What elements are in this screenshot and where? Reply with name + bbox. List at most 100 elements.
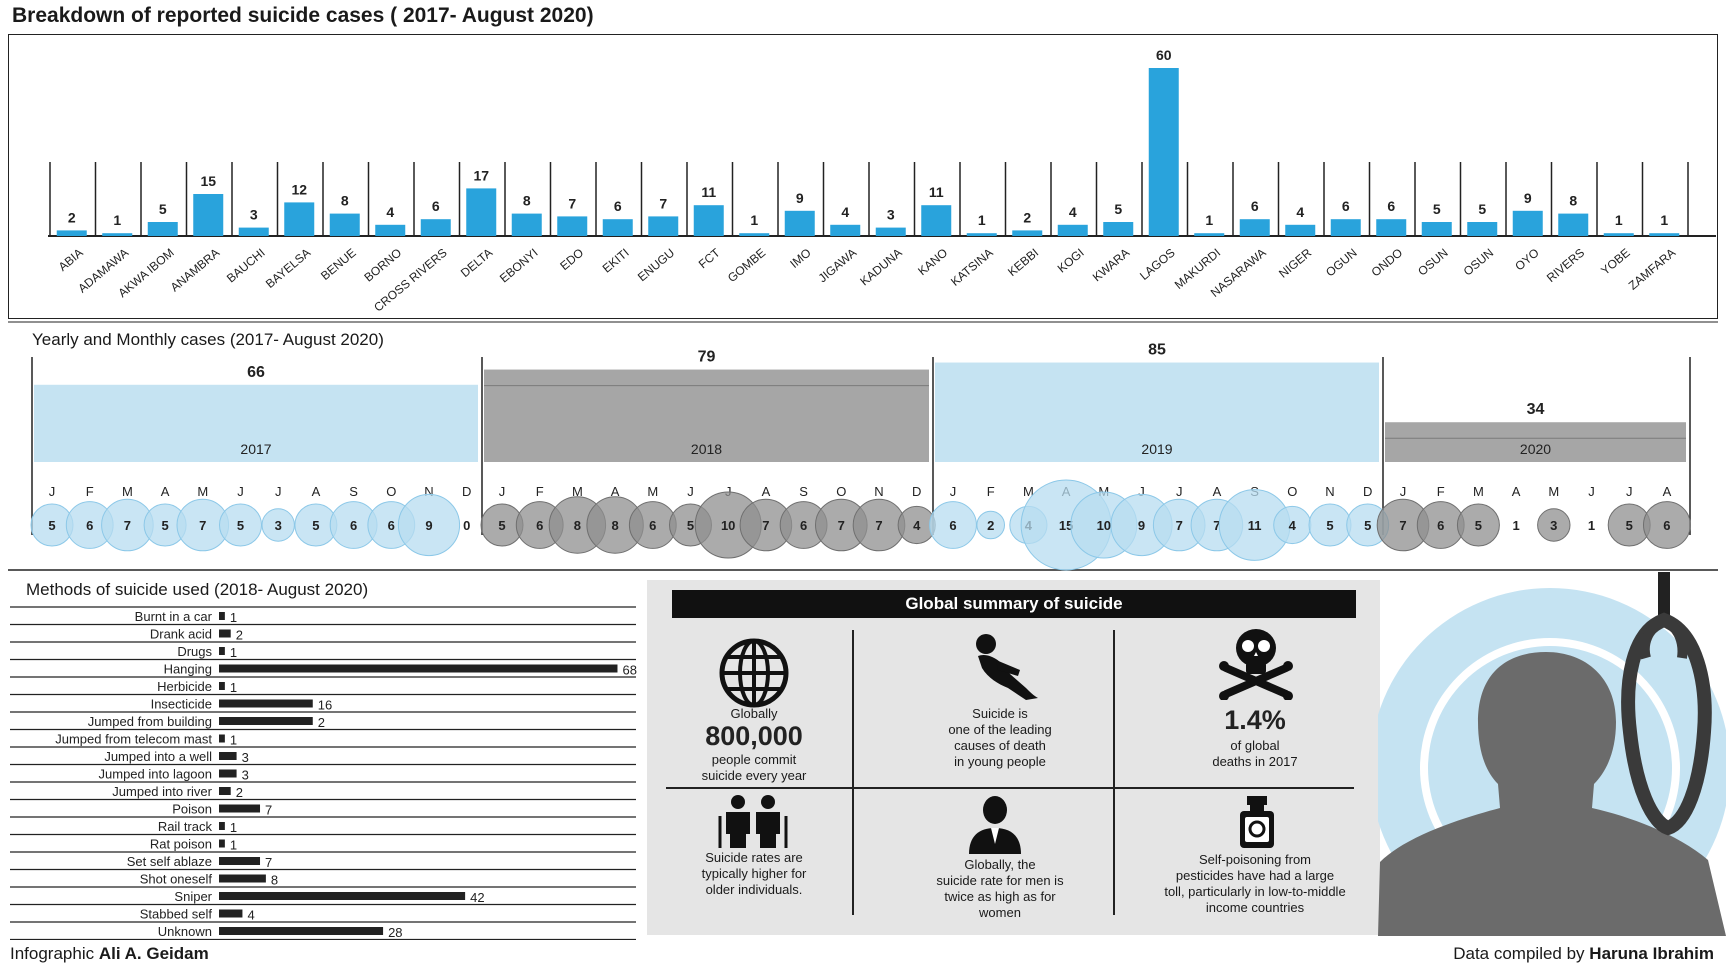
month-label: J	[49, 484, 56, 499]
month-value-label: 6	[350, 518, 357, 533]
month-label: A	[161, 484, 170, 499]
month-value-label: 6	[86, 518, 93, 533]
method-label: Drugs	[177, 644, 212, 659]
method-label: Jumped from building	[88, 714, 212, 729]
method-bar	[219, 787, 231, 795]
globe-icon	[716, 635, 792, 716]
bar-value-label: 4	[1296, 204, 1304, 220]
method-bar	[219, 839, 225, 848]
month-label: O	[386, 484, 396, 499]
panel-divider	[852, 630, 854, 915]
method-value-label: 42	[470, 890, 484, 905]
method-bar	[219, 927, 384, 935]
month-label: A	[1512, 484, 1521, 499]
method-value-label: 1	[230, 733, 237, 748]
bar-value-label: 3	[250, 207, 258, 223]
year-bar	[484, 369, 929, 462]
state-bar	[1603, 233, 1634, 236]
month-label: M	[1473, 484, 1484, 499]
method-bar	[219, 874, 266, 883]
month-value-label: 9	[1138, 518, 1145, 533]
bar-value-label: 4	[386, 204, 394, 220]
method-value-label: 2	[318, 715, 325, 730]
method-bar	[219, 647, 225, 655]
method-bar	[219, 734, 225, 743]
method-label: Jumped into river	[112, 784, 212, 799]
state-bar	[1330, 219, 1361, 236]
method-label: Herbicide	[157, 679, 212, 694]
state-bar	[739, 233, 770, 236]
bar-value-label: 3	[887, 207, 895, 223]
month-label: J	[687, 484, 694, 499]
month-label: A	[762, 484, 771, 499]
method-bar	[219, 682, 225, 690]
state-bar	[420, 219, 451, 236]
month-bubble	[976, 510, 1006, 540]
bar-value-label: 5	[159, 201, 167, 217]
month-value-label: 7	[875, 518, 882, 533]
method-bar	[219, 769, 237, 778]
bar-value-label: 4	[841, 204, 849, 220]
month-label: J	[1626, 484, 1633, 499]
state-bar	[1421, 222, 1452, 236]
method-value-label: 8	[271, 873, 278, 888]
bar-value-label: 8	[523, 193, 531, 209]
month-label: F	[1437, 484, 1445, 499]
month-value-label: 5	[237, 518, 244, 533]
methods-bar-chart: Burnt in a car 1 Drank acid 2 Drugs 1 Hanging 6…	[10, 606, 637, 940]
footer-credit: Infographic Ali A. Geidam	[10, 944, 209, 964]
bar-value-label: 12	[291, 181, 307, 197]
state-bar	[193, 194, 224, 236]
month-value-label: 15	[1059, 518, 1073, 533]
month-label: J	[1400, 484, 1407, 499]
method-label: Jumped into a well	[104, 749, 212, 764]
month-label: J	[1138, 484, 1145, 499]
method-value-label: 1	[230, 645, 237, 660]
method-label: Sniper	[174, 889, 212, 904]
state-bar	[602, 219, 633, 236]
state-bar	[1376, 219, 1407, 236]
state-bar	[284, 202, 315, 236]
year-total-label: 66	[247, 364, 265, 381]
month-value-label: 7	[838, 518, 845, 533]
method-bar	[219, 752, 237, 760]
bar-value-label: 1	[113, 212, 121, 228]
global-cell-5-text: Globally, the suicide rate for men is tw…	[936, 857, 1064, 920]
month-label: A	[312, 484, 321, 499]
footer-credit-name: Ali A. Geidam	[98, 944, 209, 963]
method-value-label: 16	[318, 698, 332, 713]
state-bar	[238, 227, 269, 236]
month-value-label: 4	[913, 518, 921, 533]
global-summary-header: Global summary of suicide	[672, 590, 1356, 618]
yearly-monthly-chart: 662017J5F6M7A5M7J5J3A5S6O6N9D0792018J5F6…	[8, 321, 1718, 571]
method-value-label: 28	[388, 925, 402, 940]
month-value-label: 5	[687, 518, 694, 533]
footer-source-prefix: Data compiled by	[1453, 944, 1590, 963]
state-bar	[375, 224, 406, 236]
month-value-label: 6	[1663, 518, 1670, 533]
method-label: Stabbed self	[140, 907, 213, 922]
year-label: 2019	[1141, 441, 1172, 457]
state-bar	[56, 230, 87, 236]
method-value-label: 2	[236, 628, 243, 643]
bar-value-label: 2	[68, 209, 76, 225]
method-value-label: 68	[622, 663, 636, 678]
state-bar	[875, 227, 906, 236]
bar-value-label: 6	[1387, 198, 1395, 214]
month-value-label: 5	[1326, 518, 1333, 533]
year-bar	[1385, 422, 1686, 462]
month-bubble	[1537, 508, 1571, 542]
state-bar	[693, 205, 724, 236]
month-label: J	[950, 484, 957, 499]
year-bar	[34, 384, 478, 462]
sitting-person-icon	[968, 630, 1042, 707]
state-bar	[1103, 222, 1134, 236]
footer-source-name: Haruna Ibrahim	[1589, 944, 1714, 963]
month-value-label: 2	[987, 518, 994, 533]
method-label: Shot oneself	[140, 872, 213, 887]
state-bar	[102, 233, 133, 236]
month-label: J	[1588, 484, 1595, 499]
month-value-label: 1	[1512, 518, 1519, 533]
method-bar	[219, 822, 225, 830]
month-label: A	[1213, 484, 1222, 499]
